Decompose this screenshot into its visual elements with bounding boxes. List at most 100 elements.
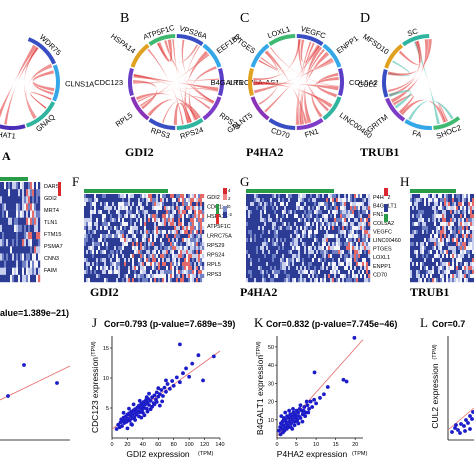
heatmap-cell [348,194,351,199]
heatmap-annotation [462,189,465,193]
heatmap-cell [146,254,149,259]
heatmap-cell [412,262,415,267]
heatmap-cell [134,250,137,255]
heatmap-cell [98,242,101,247]
heatmap-cell [432,250,435,255]
heatmap-cell [172,254,175,259]
heatmap-cell [276,226,279,231]
heatmap-cell [444,250,447,255]
heatmap-cell [176,278,179,283]
heatmap-cell [468,214,471,219]
heatmap-cell [110,210,113,215]
heatmap-cell [162,270,165,275]
heatmap-cell [142,258,145,263]
chord-ribbon [132,79,158,110]
heatmap-cell [340,266,343,271]
heatmap-cell [4,246,7,254]
heatmap-cell [190,238,193,243]
scatter-point [164,378,168,383]
heatmap-cell [102,218,105,223]
scatter-point [289,421,293,426]
heatmap-cell [464,198,467,203]
heatmap-cell [304,218,307,223]
heatmap-cell [144,194,147,199]
heatmap-cell [356,198,359,203]
heatmap-cell [344,214,347,219]
heatmap-cell [24,246,27,254]
heatmap-cell [148,210,151,215]
heatmap-cell [194,242,197,247]
heatmap-cell [194,202,197,207]
heatmap-cell [360,278,363,283]
heatmap-cell [446,278,449,283]
heatmap-cell [306,230,309,235]
heatmap-cell [106,218,109,223]
heatmap-cell [326,262,329,267]
heatmap-cell [158,266,161,271]
heatmap-cell [330,202,333,207]
heatmap-cell [108,226,111,231]
heatmap-cell [152,234,155,239]
heatmap-cell [436,278,439,283]
heatmap-cell [316,250,319,255]
heatmap-cell [250,242,253,247]
heatmap-cell [116,230,119,235]
heatmap-cell [12,224,15,233]
heatmap-cell [184,254,187,259]
heatmap-cell [118,222,121,227]
chord-ribbon [188,65,218,122]
heatmap-cell [180,198,183,203]
heatmap-cell [418,202,421,207]
heatmap-cell [310,246,313,251]
heatmap-cell [310,226,313,231]
heatmap-cell [188,202,191,207]
y-axis-unit: (TPM) [256,341,262,356]
heatmap-cell [140,198,143,203]
heatmap-cell [434,270,437,275]
heatmap-cell [34,203,37,211]
heatmap-cell [432,194,435,199]
heatmap-cell [288,262,291,267]
heatmap-cell [150,202,153,207]
heatmap-cell [456,250,459,255]
heatmap-cell [162,202,165,207]
heatmap-cell [168,246,171,251]
heatmap-cell [316,230,319,235]
heatmap-cell [354,234,357,239]
heatmap-cell [94,214,97,219]
heatmap-cell [20,182,23,190]
heatmap-cell [184,266,187,271]
heatmap-cell [136,270,139,275]
heatmap-cell [286,278,289,283]
heatmap-cell [36,196,39,204]
heatmap-cell [160,222,163,227]
heatmap-cell [454,198,457,203]
heatmap-cell [154,278,157,283]
heatmap-cell [136,254,139,259]
heatmap-annotation [336,189,339,193]
heatmap-cell [314,230,317,235]
heatmap-cell [358,214,361,219]
heatmap-cell [200,258,203,263]
heatmap-cell [178,206,181,211]
heatmap-cell [326,258,329,263]
heatmap-cell [284,234,287,239]
heatmap-cell [334,198,337,203]
heatmap-cell [350,222,353,227]
heatmap-cell [198,206,201,211]
heatmap-cell [176,226,179,231]
heatmap-cell [366,214,369,219]
heatmap-cell [322,246,325,251]
heatmap-cell [140,266,143,271]
heatmap-cell [328,210,331,215]
heatmap-cell [354,214,357,219]
heatmap-cell [120,246,123,251]
heatmap-cell [364,270,367,275]
heatmap-cell [472,258,474,263]
heatmap-cell [174,194,177,199]
heatmap-cell [410,206,413,211]
heatmap-cell [426,214,429,219]
heatmap-cell [4,274,7,283]
heatmap-cell [340,194,343,199]
